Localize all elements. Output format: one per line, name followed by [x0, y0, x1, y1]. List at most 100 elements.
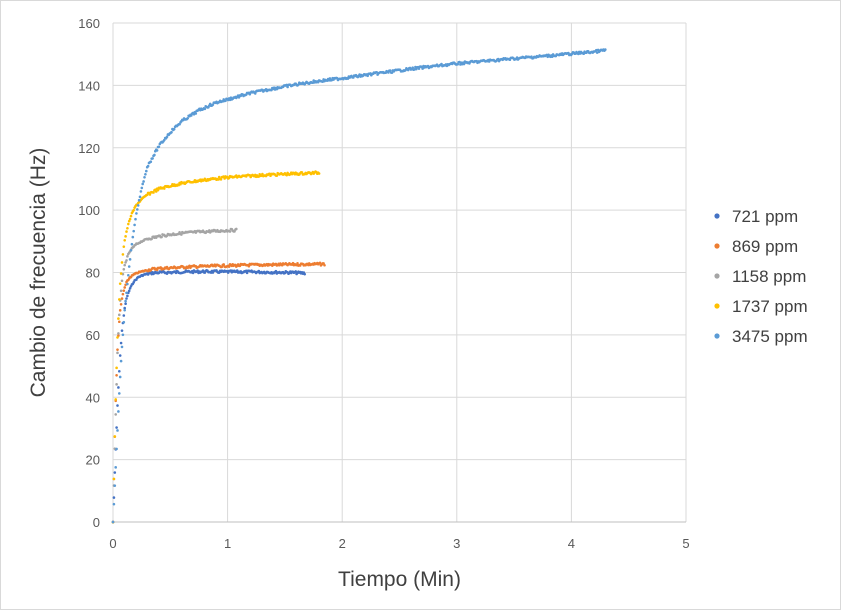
data-point	[113, 435, 117, 438]
data-point	[122, 314, 126, 317]
y-tick-label: 20	[86, 453, 100, 468]
data-point	[123, 308, 126, 312]
data-point	[119, 359, 123, 363]
data-point	[111, 520, 115, 524]
data-point	[160, 235, 163, 239]
data-point	[388, 69, 392, 72]
y-tick-label: 120	[78, 141, 100, 156]
data-point	[112, 477, 116, 481]
data-point	[113, 484, 117, 487]
data-point	[327, 79, 331, 82]
data-point	[121, 292, 125, 296]
data-point	[130, 242, 134, 246]
data-point	[116, 404, 119, 407]
data-point	[227, 265, 231, 268]
data-point	[157, 145, 161, 149]
data-point	[180, 233, 183, 236]
data-point	[257, 269, 261, 273]
data-point	[115, 373, 118, 377]
y-tick-label: 60	[86, 328, 100, 343]
series-1737-ppm	[111, 170, 321, 524]
data-point	[119, 272, 123, 275]
data-point	[118, 375, 122, 379]
data-point	[323, 263, 326, 267]
data-point	[296, 262, 299, 265]
data-point	[115, 426, 118, 429]
data-point	[123, 238, 126, 242]
data-point	[148, 193, 152, 196]
data-point	[125, 291, 128, 295]
legend-label: 1158 ppm	[732, 267, 806, 286]
y-tick-label: 80	[86, 266, 100, 281]
data-point	[127, 265, 131, 268]
data-point	[126, 282, 129, 286]
data-point	[120, 261, 124, 264]
data-point	[123, 263, 126, 267]
data-point	[163, 138, 166, 142]
axes: 0 20 40 60 80 100 120 140 160 0 1 2 3 4 5	[78, 16, 689, 551]
data-point	[118, 392, 121, 395]
data-point	[112, 502, 116, 506]
data-point	[149, 160, 153, 163]
y-axis-title: Cambio de frecuencia (Hz)	[27, 148, 50, 398]
data-point	[567, 51, 570, 55]
data-point	[604, 48, 607, 51]
data-point	[139, 190, 143, 193]
data-point	[390, 71, 394, 74]
data-point	[179, 182, 182, 186]
data-point	[118, 282, 122, 285]
legend-label: 721 ppm	[732, 207, 798, 226]
data-point	[134, 217, 137, 221]
data-point	[125, 297, 128, 300]
data-point	[124, 302, 127, 306]
x-tick-label: 5	[682, 536, 689, 551]
data-point	[317, 172, 321, 175]
data-point	[121, 253, 125, 256]
data-point	[217, 175, 221, 179]
data-point	[143, 175, 146, 179]
data-point	[253, 92, 257, 95]
legend-marker	[714, 333, 720, 339]
data-point	[118, 313, 121, 317]
data-point	[124, 261, 127, 264]
data-point	[138, 195, 142, 199]
data-point	[118, 309, 122, 312]
data-point	[127, 222, 130, 226]
x-tick-label: 2	[339, 536, 346, 551]
data-point	[178, 123, 181, 126]
series-869-ppm	[111, 261, 326, 524]
data-point	[244, 269, 248, 273]
data-point	[128, 287, 132, 290]
data-point	[123, 306, 126, 310]
legend-marker	[714, 243, 720, 249]
data-point	[116, 351, 119, 355]
data-point	[129, 248, 133, 252]
data-point	[117, 332, 120, 335]
data-point	[294, 270, 298, 273]
data-point	[116, 429, 119, 432]
y-tick-label: 40	[86, 390, 100, 405]
data-point	[203, 107, 207, 111]
y-tick-label: 140	[78, 78, 100, 93]
data-point	[137, 198, 141, 202]
data-point	[115, 447, 118, 451]
data-point	[129, 214, 133, 218]
data-point	[151, 157, 154, 160]
data-point	[119, 289, 123, 293]
x-tick-label: 4	[568, 536, 575, 551]
data-point	[152, 191, 155, 194]
data-point	[156, 188, 160, 192]
data-point	[275, 174, 279, 177]
data-point	[113, 471, 117, 474]
data-point	[417, 67, 421, 70]
data-point	[155, 149, 159, 152]
plot-series	[111, 48, 607, 524]
x-tick-label: 0	[109, 536, 116, 551]
legend-marker	[714, 273, 720, 279]
data-point	[163, 187, 166, 190]
y-tick-label: 100	[78, 203, 100, 218]
legend-label: 1737 ppm	[732, 297, 808, 316]
legend-marker	[714, 303, 720, 309]
data-point	[114, 413, 117, 416]
